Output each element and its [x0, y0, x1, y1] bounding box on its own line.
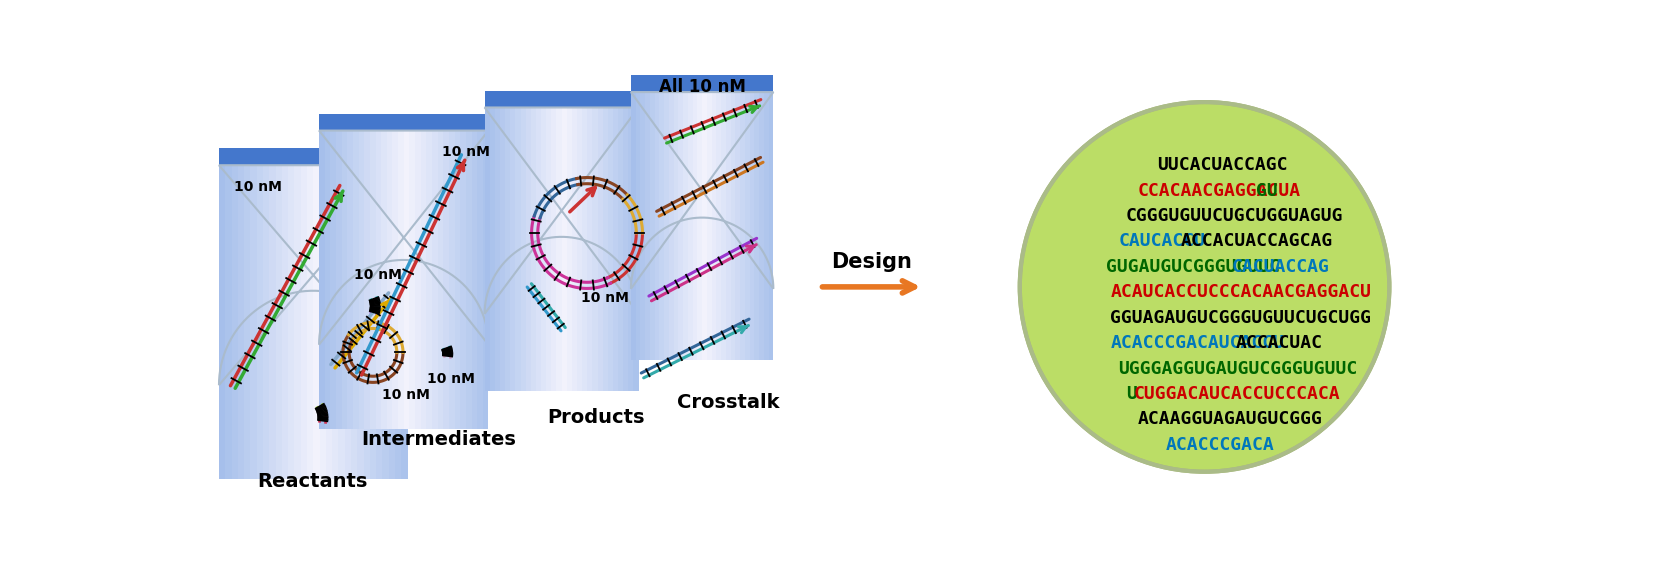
- Text: CAUCACCU: CAUCACCU: [1118, 233, 1205, 251]
- Text: All 10 nM: All 10 nM: [659, 78, 746, 96]
- Text: ACACCCGACA: ACACCCGACA: [1165, 436, 1274, 454]
- Text: 10 nM: 10 nM: [428, 372, 476, 386]
- Text: Design: Design: [832, 252, 913, 271]
- Text: Crosstalk: Crosstalk: [678, 393, 780, 412]
- Text: CCACAACGAGGACUA: CCACAACGAGGACUA: [1138, 182, 1301, 200]
- Text: UGGGAGGUGAUGUCGGGUGUUC: UGGGAGGUGAUGUCGGGUGUUC: [1118, 360, 1357, 378]
- Text: U: U: [1127, 385, 1137, 403]
- Text: ACCACUAC: ACCACUAC: [1236, 334, 1322, 352]
- Text: GU: GU: [1256, 182, 1278, 200]
- Text: 10 nM: 10 nM: [353, 268, 401, 282]
- Text: 10 nM: 10 nM: [383, 388, 431, 401]
- Bar: [484, 90, 638, 107]
- Text: 10 nM: 10 nM: [442, 145, 490, 159]
- Circle shape: [1019, 102, 1389, 472]
- Text: 10 nM: 10 nM: [234, 180, 282, 194]
- Text: CUGGACAUCACCUCCCACA: CUGGACAUCACCUCCCACA: [1133, 385, 1341, 403]
- Text: GUGAUGUCGGGUGUUC: GUGAUGUCGGGUGUUC: [1107, 258, 1281, 276]
- Bar: [631, 75, 774, 92]
- Text: ACCACUACCAGCAG: ACCACUACCAGCAG: [1181, 233, 1334, 251]
- Text: ACAAGGUAGAUGUCGGG: ACAAGGUAGAUGUCGGG: [1138, 410, 1322, 428]
- Text: Intermediates: Intermediates: [361, 430, 515, 448]
- Text: ACAUCACCUCCCACAACGAGGACU: ACAUCACCUCCCACAACGAGGACU: [1110, 283, 1372, 301]
- Text: Products: Products: [547, 408, 645, 427]
- Text: ACACCCGACAUCACCU: ACACCCGACAUCACCU: [1110, 334, 1284, 352]
- Text: CGGGUGUUCUGCUGGUAGUG: CGGGUGUUCUGCUGGUAGUG: [1127, 207, 1344, 225]
- Bar: [320, 114, 489, 130]
- Text: Reactants: Reactants: [258, 472, 368, 491]
- Text: GGUAGAUGUCGGGUGUUCUGCUGG: GGUAGAUGUCGGGUGUUCUGCUGG: [1110, 309, 1372, 327]
- Text: CACUACCAG: CACUACCAG: [1233, 258, 1331, 276]
- Text: UUCACUACCAGC: UUCACUACCAGC: [1158, 156, 1287, 174]
- Bar: [219, 148, 408, 165]
- Text: 10 nM: 10 nM: [582, 291, 628, 305]
